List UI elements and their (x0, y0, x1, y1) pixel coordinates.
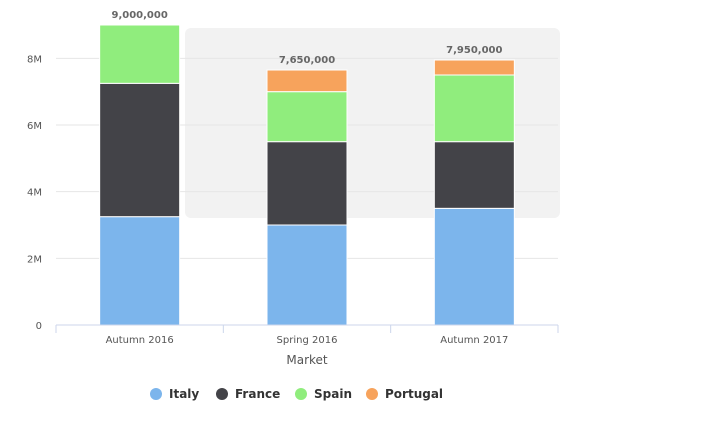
x-tick-label: Spring 2016 (277, 335, 338, 346)
bars (99, 24, 515, 326)
bar-segment-spain (433, 74, 515, 143)
legend-label-portugal: Portugal (385, 387, 443, 401)
bar-segment-portugal (433, 59, 515, 76)
x-axis: Autumn 2016 Spring 2016 Autumn 2017 (55, 324, 559, 346)
bar-segment-spain (99, 24, 181, 84)
bar-segment-portugal (266, 69, 348, 93)
y-tick-label: 0 (36, 321, 42, 332)
legend-marker-spain (295, 388, 307, 400)
legend: Italy France Spain Portugal (150, 387, 443, 401)
legend-marker-italy (150, 388, 162, 400)
bar-segment-italy (433, 207, 515, 326)
bar-segment-italy (266, 224, 348, 326)
bar-segment-france (266, 141, 348, 226)
y-tick-label: 6M (27, 121, 42, 132)
bar-segment-france (99, 82, 181, 218)
legend-label-france: France (235, 387, 280, 401)
y-tick-label: 8M (27, 54, 42, 65)
total-label: 7,650,000 (279, 55, 335, 66)
y-tick-label: 2M (27, 254, 42, 265)
bar-segment-spain (266, 91, 348, 143)
x-tick-label: Autumn 2016 (106, 335, 174, 346)
x-tick-label: Autumn 2017 (440, 335, 508, 346)
legend-label-spain: Spain (314, 387, 352, 401)
y-axis: 0 2M 4M 6M 8M (27, 54, 42, 332)
y-tick-label: 4M (27, 188, 42, 199)
bar-segment-france (433, 141, 515, 209)
legend-label-italy: Italy (169, 387, 199, 401)
total-labels: 9,000,000 7,650,000 7,950,000 (112, 10, 503, 66)
total-label: 7,950,000 (446, 45, 502, 56)
total-label: 9,000,000 (112, 10, 168, 21)
bar-segment-italy (99, 216, 181, 326)
x-axis-title: Market (286, 353, 328, 367)
legend-marker-portugal (366, 388, 378, 400)
legend-marker-france (216, 388, 228, 400)
